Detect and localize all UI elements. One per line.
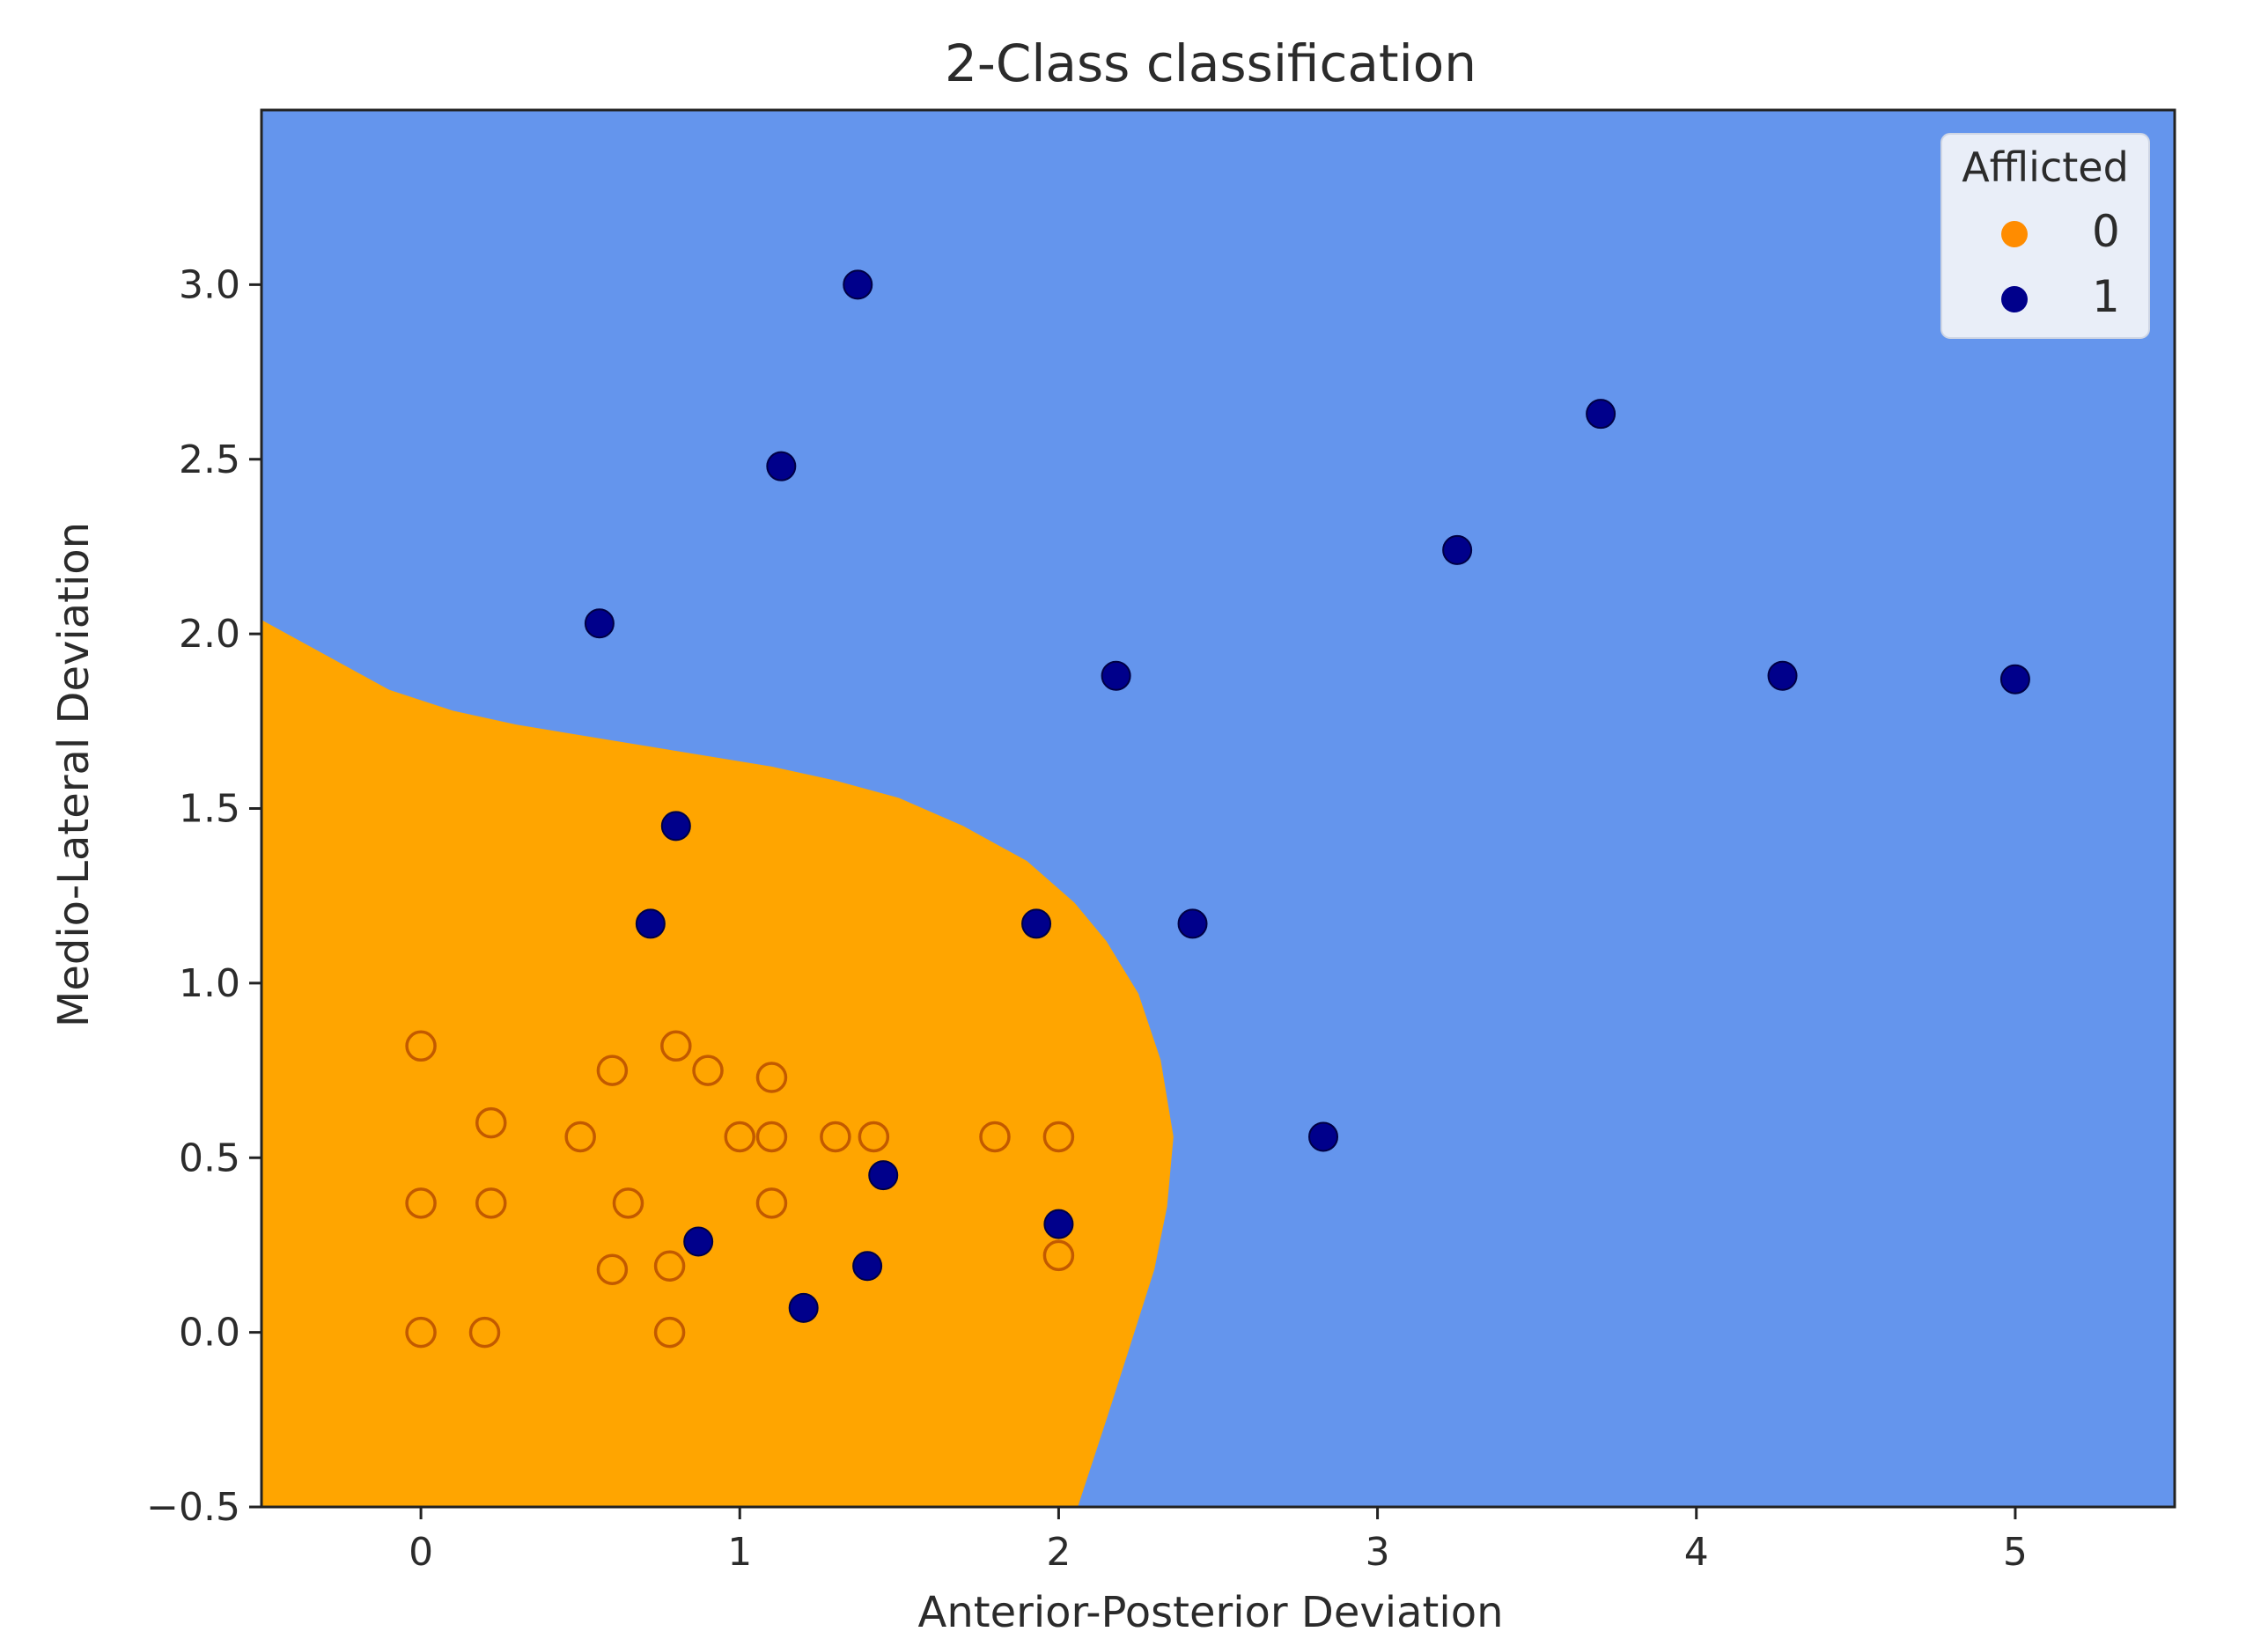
- point-class-0: [724, 1121, 755, 1153]
- legend: Afflicted 0 1: [1940, 133, 2150, 339]
- y-tick-label: 2.0: [179, 612, 240, 657]
- point-class-1: [683, 1226, 714, 1257]
- point-class-0: [405, 1316, 437, 1349]
- point-class-1: [1043, 1209, 1074, 1239]
- point-class-0: [564, 1121, 596, 1153]
- point-class-1: [843, 269, 873, 300]
- point-class-1: [1021, 908, 1052, 939]
- x-tick-label: 1: [727, 1530, 752, 1575]
- legend-box: [1940, 133, 2150, 339]
- point-class-0: [755, 1121, 788, 1153]
- y-tick-label: 0.0: [179, 1311, 240, 1356]
- point-class-1: [660, 811, 691, 842]
- y-axis-label: Medio-Lateral Deviation: [49, 522, 99, 1027]
- y-tick-label: 1.0: [179, 961, 240, 1006]
- point-class-0: [1042, 1121, 1075, 1153]
- point-class-0: [692, 1055, 724, 1086]
- x-axis-label: Anterior-Posterior Deviation: [917, 1588, 1503, 1637]
- point-class-0: [858, 1121, 890, 1153]
- legend-title: Afflicted: [1962, 143, 2129, 191]
- point-class-1: [1586, 399, 1616, 430]
- point-class-1: [766, 451, 797, 481]
- point-class-1: [1308, 1121, 1339, 1152]
- legend-label-1: 1: [2092, 271, 2120, 322]
- y-axis-ticks: −0.5 0.0 0.5 1.0 1.5 2.0 2.5 3.0: [146, 262, 261, 1530]
- point-class-0: [820, 1121, 851, 1153]
- point-class-1: [1101, 660, 1131, 691]
- point-class-0: [979, 1121, 1011, 1153]
- x-tick-label: 0: [409, 1530, 433, 1575]
- x-tick-label: 3: [1366, 1530, 1390, 1575]
- point-class-1: [1177, 908, 1208, 939]
- point-class-1: [852, 1251, 883, 1282]
- point-class-0: [653, 1316, 686, 1349]
- point-class-0: [468, 1316, 501, 1349]
- y-tick-label: 1.5: [179, 787, 240, 832]
- point-class-0: [612, 1187, 644, 1219]
- point-class-0: [596, 1253, 629, 1285]
- legend-label-0: 0: [2092, 206, 2120, 257]
- chart-title: 2-Class classification: [945, 33, 1476, 93]
- point-class-1: [868, 1160, 899, 1191]
- plot-area: [260, 108, 2176, 1509]
- x-tick-label: 4: [1684, 1530, 1709, 1575]
- x-tick-label: 2: [1046, 1530, 1071, 1575]
- point-class-1: [635, 908, 666, 939]
- y-tick-label: 3.0: [179, 262, 240, 307]
- point-class-1: [584, 608, 615, 639]
- point-class-0: [660, 1030, 692, 1062]
- point-class-1: [788, 1292, 819, 1323]
- point-class-0: [653, 1250, 686, 1282]
- legend-marker-0: [2001, 221, 2028, 247]
- point-class-0: [596, 1055, 629, 1086]
- point-class-1: [1767, 660, 1798, 691]
- point-class-0: [475, 1187, 507, 1219]
- x-tick-label: 5: [2003, 1530, 2028, 1575]
- y-tick-label: 2.5: [179, 437, 240, 482]
- legend-marker-1: [2001, 286, 2028, 312]
- y-tick-label: 0.5: [179, 1136, 240, 1180]
- point-class-0: [475, 1106, 507, 1139]
- point-class-0: [755, 1187, 788, 1219]
- point-class-0: [1042, 1239, 1075, 1272]
- point-class-1: [1442, 534, 1473, 565]
- point-class-0: [405, 1187, 437, 1219]
- y-tick-label: −0.5: [146, 1485, 240, 1530]
- x-axis-ticks: 0 1 2 3 4 5: [409, 1507, 2028, 1575]
- data-points: [405, 269, 2030, 1349]
- point-class-0: [755, 1062, 788, 1093]
- class-0-region: [261, 620, 1174, 1507]
- point-class-1: [1999, 664, 2030, 695]
- point-class-0: [405, 1030, 437, 1062]
